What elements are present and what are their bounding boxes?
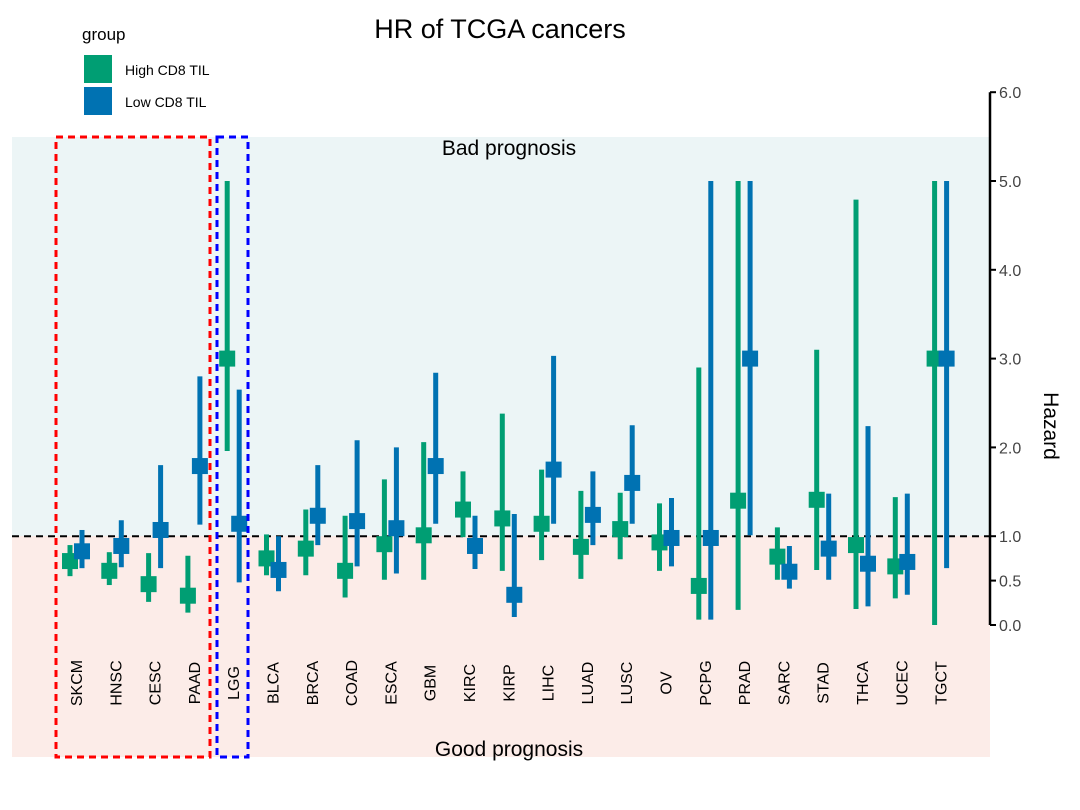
x-tick-label: STAD — [816, 662, 833, 703]
y-tick-label: 5.0 — [999, 174, 1021, 191]
hr-point-kirc-high — [455, 501, 471, 518]
good-prognosis-label: Good prognosis — [435, 738, 583, 761]
hr-point-ucec-low — [899, 553, 916, 570]
legend-label-high: High CD8 TIL — [125, 62, 210, 78]
hr-point-cesc-low — [152, 521, 169, 538]
legend-swatch-low — [84, 87, 112, 115]
hr-point-thca-low — [860, 555, 876, 572]
legend-label-low: Low CD8 TIL — [125, 94, 207, 110]
hr-point-blca-low — [270, 561, 287, 578]
x-tick-label: CESC — [148, 661, 165, 705]
x-tick-label: BRCA — [305, 660, 322, 705]
x-tick-label: KIRP — [501, 664, 518, 701]
hr-point-coad-high — [337, 562, 354, 579]
x-tick-label: SKCM — [69, 660, 86, 706]
hr-point-luad-low — [584, 506, 601, 523]
red-highlight-box — [54, 135, 212, 759]
x-tick-label: LIHC — [541, 665, 558, 701]
chart-title: HR of TCGA cancers — [374, 14, 626, 44]
hr-point-esca-high — [376, 536, 393, 553]
x-tick-label: OV — [659, 671, 676, 694]
x-tick-label: GBM — [423, 665, 440, 701]
hr-point-luad-high — [572, 538, 589, 555]
y-tick-label: 1.0 — [999, 529, 1021, 546]
hr-point-stad-high — [808, 491, 825, 508]
hr-point-kirp-high — [494, 510, 511, 527]
y-tick-label: 0.5 — [999, 574, 1021, 591]
hr-point-brca-low — [309, 507, 326, 524]
hr-point-coad-low — [349, 513, 366, 530]
hr-point-paad-low — [191, 458, 208, 475]
hr-point-thca-high — [848, 537, 864, 554]
x-tick-label: PCPG — [698, 660, 715, 705]
hr-point-prad-low — [742, 350, 759, 367]
hr-point-paad-high — [179, 587, 196, 604]
x-tick-label: LUSC — [619, 662, 636, 705]
blue-highlight-box — [215, 135, 250, 759]
hr-point-hnsc-high — [101, 562, 118, 579]
legend: group High CD8 TIL Low CD8 TIL — [82, 25, 210, 115]
hr-point-lusc-high — [612, 521, 629, 538]
hr-point-stad-low — [820, 540, 837, 557]
hr-point-lgg-low — [231, 515, 248, 532]
hr-point-lihc-high — [533, 515, 550, 532]
x-tick-label: SARC — [776, 661, 793, 705]
hr-point-esca-low — [388, 520, 405, 537]
hr-point-kirp-low — [506, 586, 523, 603]
y-tick-label: 0.0 — [999, 618, 1021, 635]
hr-point-lgg-high — [219, 350, 236, 367]
x-tick-label: LGG — [226, 666, 243, 700]
hr-point-prad-high — [730, 492, 747, 509]
hr-point-pcpg-low — [702, 529, 719, 546]
hr-point-gbm-low — [427, 458, 444, 475]
hr-point-lusc-low — [624, 474, 641, 491]
x-tick-label: LUAD — [580, 662, 597, 705]
y-tick-label: 4.0 — [999, 263, 1021, 280]
x-tick-label: TGCT — [934, 661, 951, 705]
legend-swatch-high — [84, 55, 112, 83]
y-tick-label: 2.0 — [999, 440, 1021, 457]
hr-point-sarc-high — [769, 548, 786, 565]
hr-point-skcm-low — [74, 543, 90, 560]
x-tick-label: PAAD — [187, 662, 204, 704]
y-tick-label: 6.0 — [999, 85, 1021, 102]
hr-point-cesc-high — [140, 576, 157, 593]
y-axis-label: Hazard — [1039, 392, 1062, 460]
hr-point-lihc-low — [545, 461, 562, 478]
x-tick-label: HNSC — [108, 660, 125, 705]
hr-point-gbm-high — [415, 527, 432, 544]
hr-point-sarc-low — [781, 563, 798, 580]
hr-point-ov-low — [663, 529, 680, 546]
x-tick-label: KIRC — [462, 664, 479, 702]
x-tick-label: COAD — [344, 660, 361, 706]
hr-point-pcpg-high — [690, 577, 707, 594]
hr-point-brca-high — [297, 540, 314, 557]
x-tick-label: BLCA — [266, 662, 283, 704]
x-tick-label: THCA — [855, 661, 872, 705]
hr-point-hnsc-low — [113, 537, 130, 554]
legend-title: group — [82, 25, 125, 44]
y-tick-label: 3.0 — [999, 352, 1021, 369]
x-tick-label: UCEC — [894, 660, 911, 705]
hr-point-tgct-low — [938, 350, 955, 367]
bad-prognosis-label: Bad prognosis — [442, 137, 576, 160]
x-tick-label: PRAD — [737, 661, 754, 705]
x-tick-label: ESCA — [383, 661, 400, 705]
hr-point-kirc-low — [467, 537, 483, 554]
